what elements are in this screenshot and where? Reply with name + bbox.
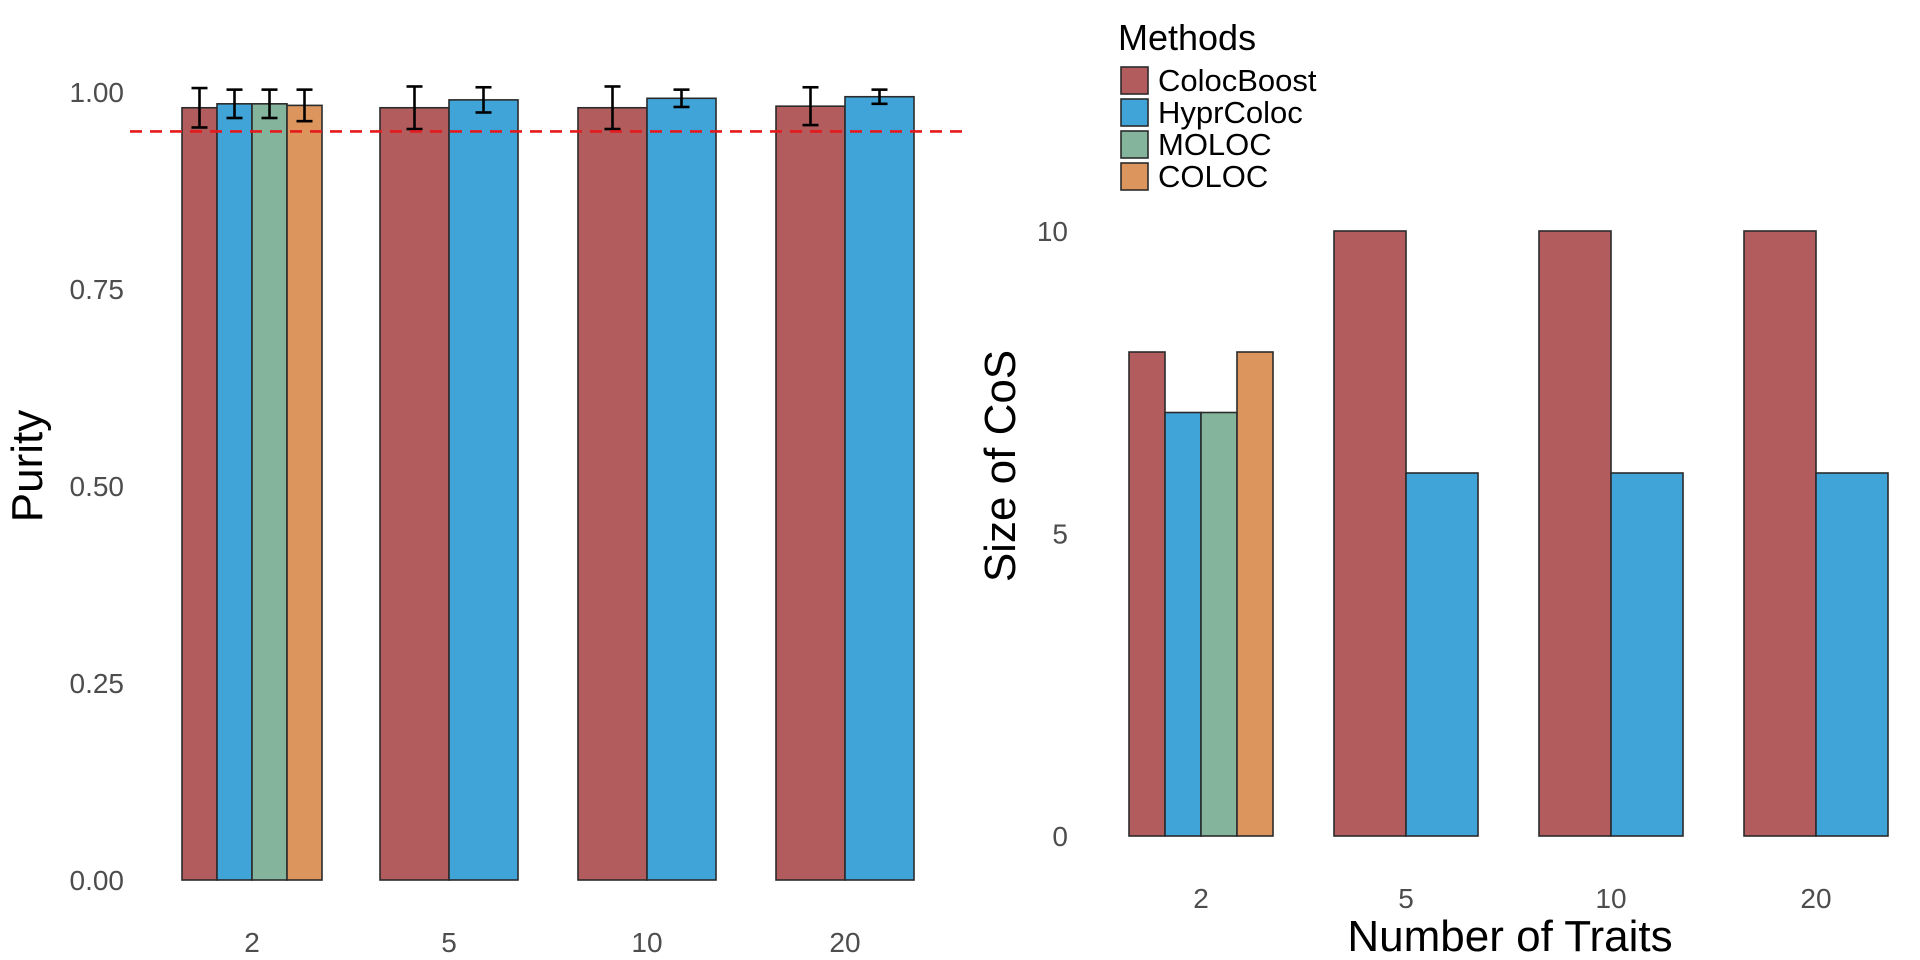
legend-label-hyprcoloc: HyprColoc: [1158, 95, 1303, 130]
purity-y-tick-label: 0.50: [70, 471, 125, 502]
purity-bar-colocboost-10: [577, 106, 648, 881]
purity-errorbar-colocboost-20: [802, 85, 819, 127]
cos-bar-colocboost-20: [1743, 230, 1817, 837]
cos-bar-hyprcoloc-5: [1405, 472, 1479, 837]
cos-x-tick-label: 5: [1398, 883, 1414, 914]
legend-swatch-moloc: [1120, 130, 1149, 159]
legend-label-coloc: COLOC: [1158, 159, 1268, 194]
purity-errorbar-colocboost-10: [604, 85, 621, 131]
cos-bar-colocboost-10: [1538, 230, 1612, 837]
cos-y-tick-label: 5: [1052, 519, 1068, 550]
purity-x-tick-label: 10: [631, 927, 662, 958]
cos-y-tick-label: 10: [1037, 216, 1068, 247]
cos-y-tick-label: 0: [1052, 821, 1068, 852]
purity-y-tick-label: 1.00: [70, 77, 125, 108]
cos-bar-hyprcoloc-20: [1815, 472, 1889, 837]
purity-bar-colocboost-20: [775, 105, 846, 881]
cos-bar-colocboost-5: [1333, 230, 1407, 837]
cos-x-tick-label: 20: [1800, 883, 1831, 914]
purity-bar-moloc-2: [251, 103, 288, 881]
purity-x-tick-label: 2: [244, 927, 260, 958]
legend-swatch-colocboost: [1120, 66, 1149, 95]
legend-swatch-coloc: [1120, 162, 1149, 191]
purity-y-tick-label: 0.75: [70, 274, 125, 305]
purity-bar-hyprcoloc-10: [646, 97, 717, 881]
purity-y-axis-title: Purity: [3, 410, 52, 522]
purity-y-tick-label: 0.25: [70, 668, 125, 699]
purity-errorbar-hyprcoloc-10: [673, 88, 690, 109]
purity-x-tick-label: 20: [829, 927, 860, 958]
legend-swatch-hyprcoloc: [1120, 98, 1149, 127]
cos-x-tick-label: 2: [1193, 883, 1209, 914]
legend-title: Methods: [1118, 17, 1256, 58]
cos-size-chart: Size of CoS Number of Traits 0 5 10 2 5 10 20: [976, 216, 1889, 960]
purity-bar-colocboost-5: [379, 106, 450, 881]
cos-y-axis-title: Size of CoS: [976, 350, 1025, 582]
purity-bar-hyprcoloc-20: [844, 95, 915, 881]
purity-x-tick-label: 5: [441, 927, 457, 958]
purity-errorbar-hyprcoloc-5: [475, 85, 492, 114]
cos-bar-hyprcoloc-10: [1610, 472, 1684, 837]
purity-y-tick-label: 0.00: [70, 865, 125, 896]
purity-errorbar-hyprcoloc-20: [871, 88, 888, 106]
purity-errorbar-colocboost-5: [406, 85, 423, 131]
cos-bar-coloc-2: [1236, 351, 1274, 837]
purity-bar-colocboost-2: [181, 106, 218, 881]
cos-bar-colocboost-2: [1128, 351, 1166, 837]
legend-label-moloc: MOLOC: [1158, 127, 1272, 162]
purity-bar-coloc-2: [286, 104, 323, 881]
purity-errorbar-coloc-2: [296, 88, 313, 123]
purity-errorbar-colocboost-2: [191, 86, 208, 129]
legend-label-colocboost: ColocBoost: [1158, 63, 1317, 98]
purity-bar-hyprcoloc-5: [448, 99, 519, 881]
purity-bar-hyprcoloc-2: [216, 103, 253, 881]
cos-x-axis-title: Number of Traits: [1347, 912, 1672, 960]
purity-errorbar-moloc-2: [261, 88, 278, 120]
cos-bar-hyprcoloc-2: [1164, 411, 1202, 837]
cos-x-tick-label: 10: [1595, 883, 1626, 914]
purity-chart: Purity 0.00 0.25 0.50 0.75 1.00 2 5 10 20: [3, 77, 965, 958]
cos-bar-moloc-2: [1200, 411, 1238, 837]
purity-errorbar-hyprcoloc-2: [226, 88, 243, 120]
